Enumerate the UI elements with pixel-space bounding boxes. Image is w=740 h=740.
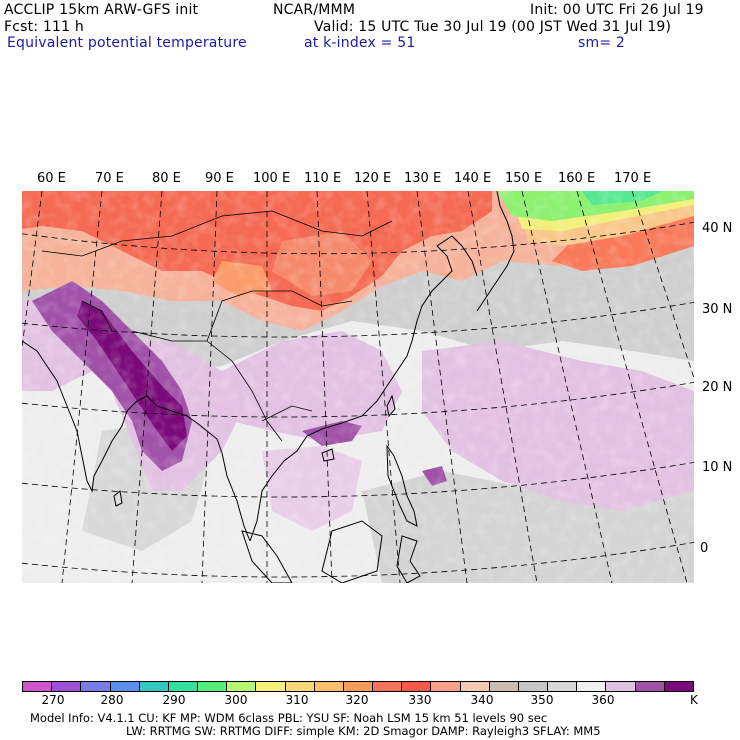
- meridian-120e: [366, 191, 401, 583]
- colorbar-label-310: 310: [285, 693, 309, 707]
- colorbar-label-290: 290: [162, 693, 186, 707]
- field-speckle-texture: [22, 191, 694, 583]
- meridian-90e: [201, 191, 218, 583]
- colorbar-segment: [314, 682, 344, 691]
- model-title: ACCLIP 15km ARW-GFS init: [4, 2, 199, 18]
- colorbar-segment: [548, 682, 578, 691]
- colorbar-label-330: 330: [408, 693, 432, 707]
- meridian-80e: [131, 191, 163, 583]
- colorbar-segment: [664, 682, 693, 691]
- colorbar-segment: [285, 682, 315, 691]
- lon-label-90e: 90 E: [205, 171, 234, 186]
- meridian-160e: [576, 191, 688, 583]
- lon-label-140e: 140 E: [454, 171, 492, 186]
- colorbar-segment: [343, 682, 374, 691]
- lon-label-120e: 120 E: [354, 171, 392, 186]
- coast-hainan: [321, 448, 335, 462]
- level-index: at k-index = 51: [304, 35, 416, 51]
- colorbar-label-320: 320: [345, 693, 369, 707]
- meridian-130e: [416, 191, 468, 583]
- latitude-grid: [22, 221, 694, 578]
- lon-label-80e: 80 E: [152, 171, 181, 186]
- colorbar-segment: [577, 682, 607, 691]
- meridian-140e: [467, 191, 538, 583]
- lon-label-70e: 70 E: [95, 171, 124, 186]
- coast-taiwan: [386, 394, 396, 418]
- coast-indochina: [249, 370, 398, 542]
- coast-arabia-india: [22, 340, 158, 493]
- colorbar-segment: [198, 682, 228, 691]
- colorbar-segment: [635, 682, 665, 691]
- colorbar-segment: [373, 682, 403, 691]
- lon-label-130e: 130 E: [404, 171, 442, 186]
- init-time: Init: 00 UTC Fri 26 Jul 19: [530, 2, 704, 18]
- colorbar-segment: [460, 682, 490, 691]
- coast-china-korea: [396, 235, 478, 372]
- colorbar-segment: [227, 682, 257, 691]
- field-name: Equivalent potential temperature: [7, 35, 247, 51]
- colorbar-segment: [256, 682, 286, 691]
- coast-sri-lanka: [113, 490, 123, 507]
- coast-sulawesi: [396, 535, 421, 583]
- lon-label-110e: 110 E: [304, 171, 342, 186]
- lon-label-150e: 150 E: [505, 171, 543, 186]
- lon-label-160e: 160 E: [558, 171, 596, 186]
- colorbar-label-280: 280: [100, 693, 124, 707]
- parallel-30n: [22, 301, 694, 338]
- lat-label-20n: 20 N: [702, 380, 733, 395]
- colorbar: [22, 681, 694, 692]
- colorbar-segment: [431, 682, 461, 691]
- forecast-hour: Fcst: 111 h: [4, 19, 84, 35]
- coast-philippines: [386, 444, 418, 527]
- lat-label-30n: 30 N: [702, 302, 733, 317]
- colorbar-label-350: 350: [530, 693, 554, 707]
- colorbar-segment: [168, 682, 199, 691]
- lon-label-100e: 100 E: [253, 171, 291, 186]
- coastlines: [22, 191, 515, 583]
- lat-label-equator: 0: [700, 541, 709, 556]
- country-borders: [41, 210, 393, 442]
- colorbar-segment: [402, 682, 432, 691]
- coast-japan: [476, 191, 515, 312]
- colorbar-label-300: 300: [224, 693, 248, 707]
- model-info-line1: Model Info: V4.1.1 CU: KF MP: WDM 6class…: [30, 711, 548, 725]
- coast-borneo: [321, 520, 383, 583]
- meridian-110e: [316, 191, 333, 583]
- meridian-60e: [22, 191, 43, 351]
- coast-sumatra-malaya: [241, 530, 293, 583]
- colorbar-segment: [139, 682, 169, 691]
- lat-label-10n: 10 N: [702, 460, 733, 475]
- parallel-equator: [22, 541, 694, 578]
- colorbar-segment: [110, 682, 140, 691]
- colorbar-segment: [518, 682, 549, 691]
- colorbar-segment: [52, 682, 82, 691]
- parallel-40n: [22, 221, 694, 255]
- colorbar-segment: [489, 682, 519, 691]
- valid-time: Valid: 15 UTC Tue 30 Jul 19 (00 JST Wed …: [314, 19, 672, 35]
- longitude-grid: [22, 191, 694, 583]
- coast-bay-of-bengal: [156, 405, 251, 542]
- colorbar-segment: [23, 682, 53, 691]
- colorbar-label-360: 360: [591, 693, 615, 707]
- organization-label: NCAR/MMM: [273, 2, 356, 18]
- lon-label-60e: 60 E: [37, 171, 66, 186]
- colorbar-segment: [81, 682, 111, 691]
- parallel-10n: [22, 461, 694, 498]
- colorbar-label-340: 340: [470, 693, 494, 707]
- lon-label-170e: 170 E: [614, 171, 652, 186]
- colorbar-label-270: 270: [41, 693, 65, 707]
- colorbar-segment: [606, 682, 636, 691]
- model-info-line2: LW: RRTMG SW: RRTMG DIFF: simple KM: 2D …: [126, 724, 601, 738]
- lat-label-40n: 40 N: [702, 221, 733, 236]
- meridian-70e: [61, 191, 103, 583]
- smoothing-label: sm= 2: [578, 35, 626, 51]
- map-panel: [22, 191, 694, 583]
- meridian-150e: [521, 191, 613, 583]
- parallel-20n: [22, 381, 694, 418]
- colorbar-unit: K: [690, 693, 698, 707]
